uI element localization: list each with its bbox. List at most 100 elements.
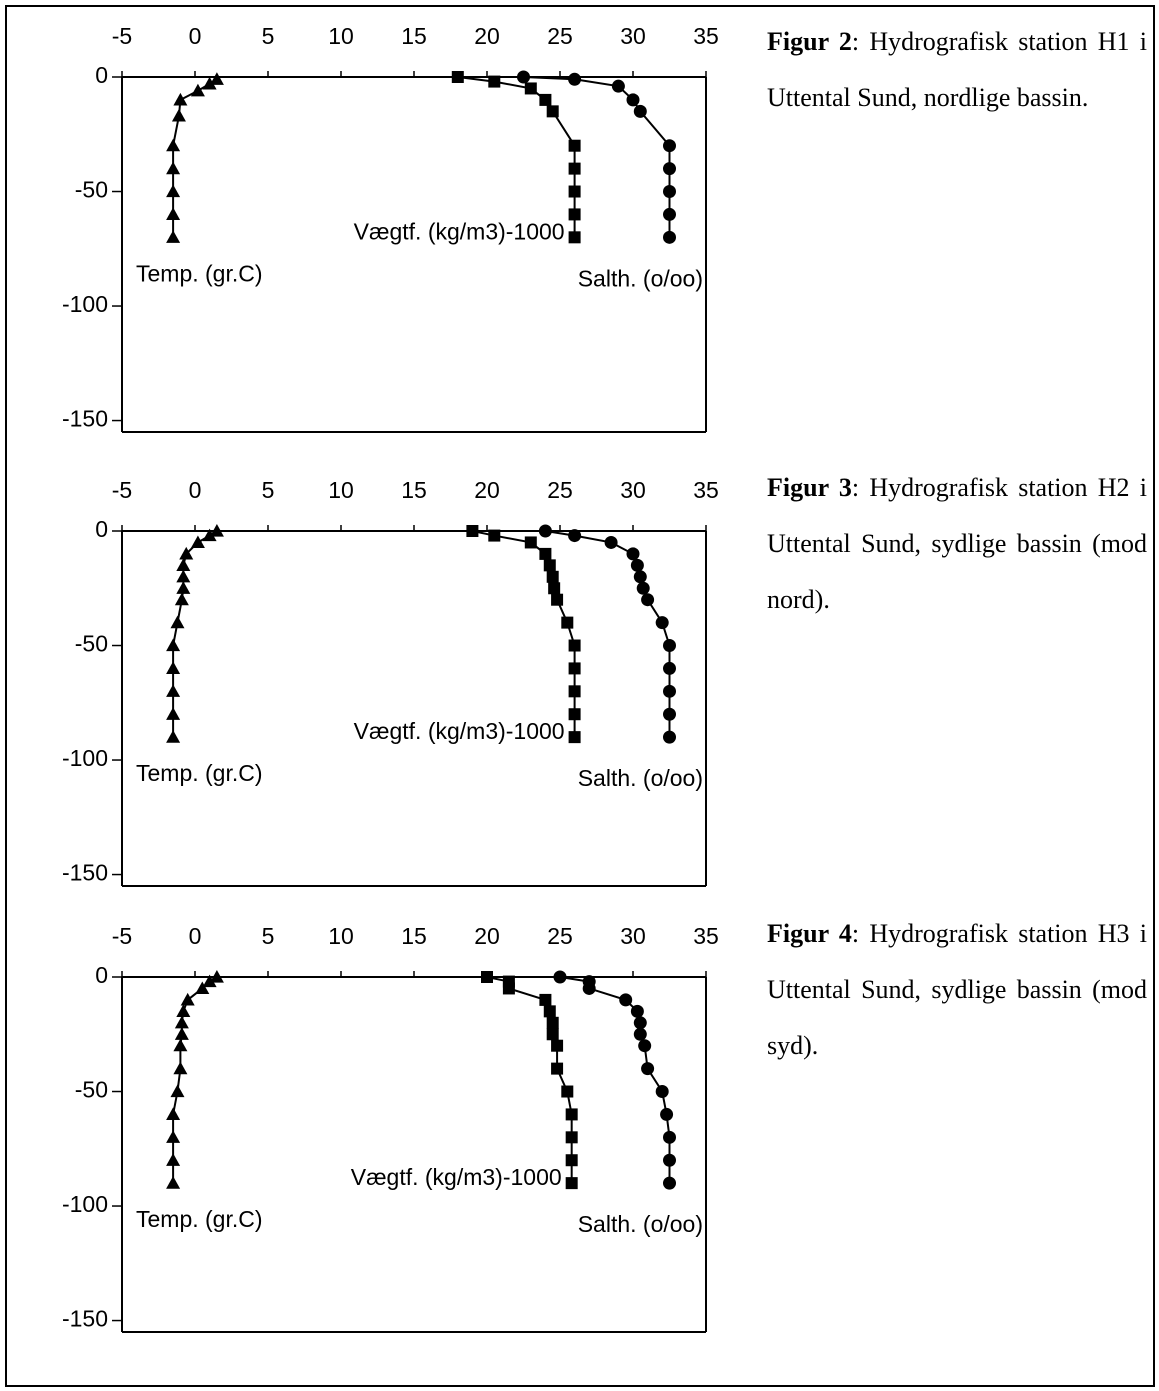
x-tick-label: 10 [328, 923, 354, 949]
y-tick-label: -50 [75, 631, 108, 657]
triangle-marker [173, 1038, 188, 1052]
triangle-marker [209, 72, 224, 85]
triangle-marker [174, 592, 189, 606]
circle-marker [626, 93, 640, 107]
triangle-marker [166, 1107, 181, 1121]
square-marker [568, 208, 581, 221]
triangle-marker [173, 92, 188, 106]
circle-marker [663, 230, 676, 244]
circle-marker [663, 1176, 676, 1190]
triangle-marker [195, 981, 210, 995]
square-marker [524, 82, 537, 95]
triangle-marker [166, 638, 181, 652]
profile-line [172, 976, 218, 1184]
x-tick-label: -5 [112, 923, 132, 949]
caption-text: : Hydrografisk station H3 i Uttental Sun… [767, 919, 1147, 1060]
circle-marker [663, 185, 676, 199]
circle-marker [568, 529, 582, 543]
circle-marker [633, 1016, 647, 1030]
y-tick-label: 0 [95, 62, 108, 88]
triangle-marker [166, 1176, 181, 1189]
x-tick-label: 15 [401, 923, 427, 949]
x-tick-label: 0 [189, 477, 202, 503]
triangle-marker [166, 1153, 181, 1166]
profile-line [457, 76, 576, 238]
triangle-marker [209, 970, 224, 983]
circle-marker [663, 684, 676, 698]
y-tick-label: -50 [75, 1077, 108, 1103]
y-tick-label: 0 [95, 516, 108, 542]
square-marker [565, 1177, 578, 1190]
triangle-marker [180, 992, 195, 1006]
circle-marker [663, 1153, 676, 1167]
y-tick-label: -150 [62, 1306, 108, 1332]
circle-marker [582, 981, 596, 995]
x-tick-label: 20 [474, 477, 500, 503]
x-tick-label: 30 [620, 23, 646, 49]
x-tick-label: 10 [328, 23, 354, 49]
y-tick-label: -100 [62, 291, 108, 317]
triangle-marker [166, 730, 181, 743]
triangle-marker [209, 524, 224, 537]
square-marker [502, 982, 515, 995]
triangle-marker [166, 1130, 181, 1143]
square-marker [565, 1108, 578, 1121]
square-marker [539, 547, 552, 560]
series-label: Vægtf. (kg/m3)-1000 [354, 718, 565, 744]
circle-marker [568, 72, 582, 86]
triangle-marker [176, 569, 191, 583]
triangle-marker [202, 528, 217, 542]
triangle-marker [166, 707, 181, 720]
caption-label: Figur 4 [767, 919, 852, 948]
square-marker [568, 639, 581, 652]
x-tick-label: 15 [401, 477, 427, 503]
square-marker [539, 993, 552, 1006]
caption-text: : Hydrografisk station H1 i Uttental Sun… [767, 27, 1147, 112]
square-marker [546, 105, 559, 118]
circle-marker [630, 1004, 644, 1018]
triangle-marker [166, 138, 181, 152]
series-label: Temp. (gr.C) [136, 260, 263, 286]
page-frame [5, 5, 1155, 1387]
triangle-marker [176, 558, 191, 571]
square-marker [524, 536, 537, 549]
triangle-marker [166, 184, 181, 198]
circle-marker [663, 707, 676, 721]
square-marker [546, 1028, 559, 1041]
circle-marker [663, 207, 676, 221]
circle-marker [641, 1062, 655, 1076]
y-tick-label: -100 [62, 1191, 108, 1217]
square-marker [565, 1154, 578, 1167]
square-marker [568, 685, 581, 698]
series-label: Temp. (gr.C) [136, 1206, 263, 1232]
square-marker [551, 593, 564, 606]
profile-line [172, 78, 218, 238]
triangle-marker [166, 684, 181, 697]
circle-marker [660, 1107, 674, 1121]
triangle-marker [171, 108, 186, 122]
square-marker [488, 529, 501, 542]
x-tick-label: -5 [112, 477, 132, 503]
circle-marker [611, 79, 625, 93]
x-tick-label: 5 [262, 477, 275, 503]
y-tick-label: -100 [62, 745, 108, 771]
triangle-marker [166, 161, 181, 175]
profile-line [172, 530, 218, 738]
series-label: Vægtf. (kg/m3)-1000 [351, 1164, 562, 1190]
square-marker [568, 185, 581, 198]
circle-marker [633, 570, 647, 584]
profile-line [486, 976, 573, 1184]
square-marker [481, 971, 493, 983]
circle-marker [619, 993, 633, 1007]
circle-marker [663, 1130, 676, 1144]
square-marker [568, 162, 581, 175]
x-tick-label: -5 [112, 23, 132, 49]
x-tick-label: 35 [693, 923, 719, 949]
x-tick-label: 25 [547, 23, 573, 49]
x-tick-label: 20 [474, 923, 500, 949]
triangle-marker [190, 535, 205, 549]
series-label: Salth. (o/oo) [578, 765, 703, 791]
triangle-marker [202, 76, 217, 90]
profile-line [545, 530, 671, 738]
circle-marker [655, 616, 669, 630]
